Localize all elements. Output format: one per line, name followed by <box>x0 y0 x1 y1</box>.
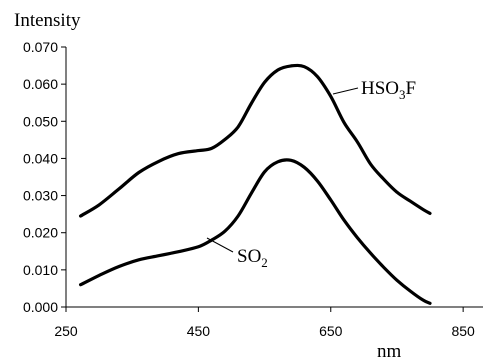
series-label-so2: SO2 <box>237 246 268 270</box>
x-tick-label: 450 <box>187 323 211 339</box>
series-line-so2 <box>79 158 432 305</box>
x-tick-label: 850 <box>451 323 475 339</box>
x-tick-label: 650 <box>319 323 343 339</box>
y-tick-label: 0.020 <box>23 225 58 241</box>
y-tick-label: 0.000 <box>23 299 58 315</box>
series-line-hso3f <box>79 63 432 218</box>
y-tick-label: 0.030 <box>23 188 58 204</box>
y-tick-label: 0.040 <box>23 150 58 166</box>
y-tick-label: 0.050 <box>23 113 58 129</box>
series-label-hso3f: HSO3F <box>361 78 416 102</box>
y-tick-label: 0.010 <box>23 262 58 278</box>
series-labels: HSO3F SO2 <box>206 78 416 270</box>
series-leader-so2 <box>206 237 234 253</box>
x-tick-label: 250 <box>54 323 78 339</box>
series-leader-hso3f <box>332 87 359 95</box>
series-layer <box>79 63 432 305</box>
x-axis-title: nm <box>377 341 402 360</box>
axes: 0.000 0.010 0.020 0.030 0.040 0.050 0.060 0.070… <box>23 39 483 339</box>
y-axis-title: Intensity <box>14 10 81 31</box>
y-tick-label: 0.070 <box>23 39 58 55</box>
y-tick-label: 0.060 <box>23 76 58 92</box>
